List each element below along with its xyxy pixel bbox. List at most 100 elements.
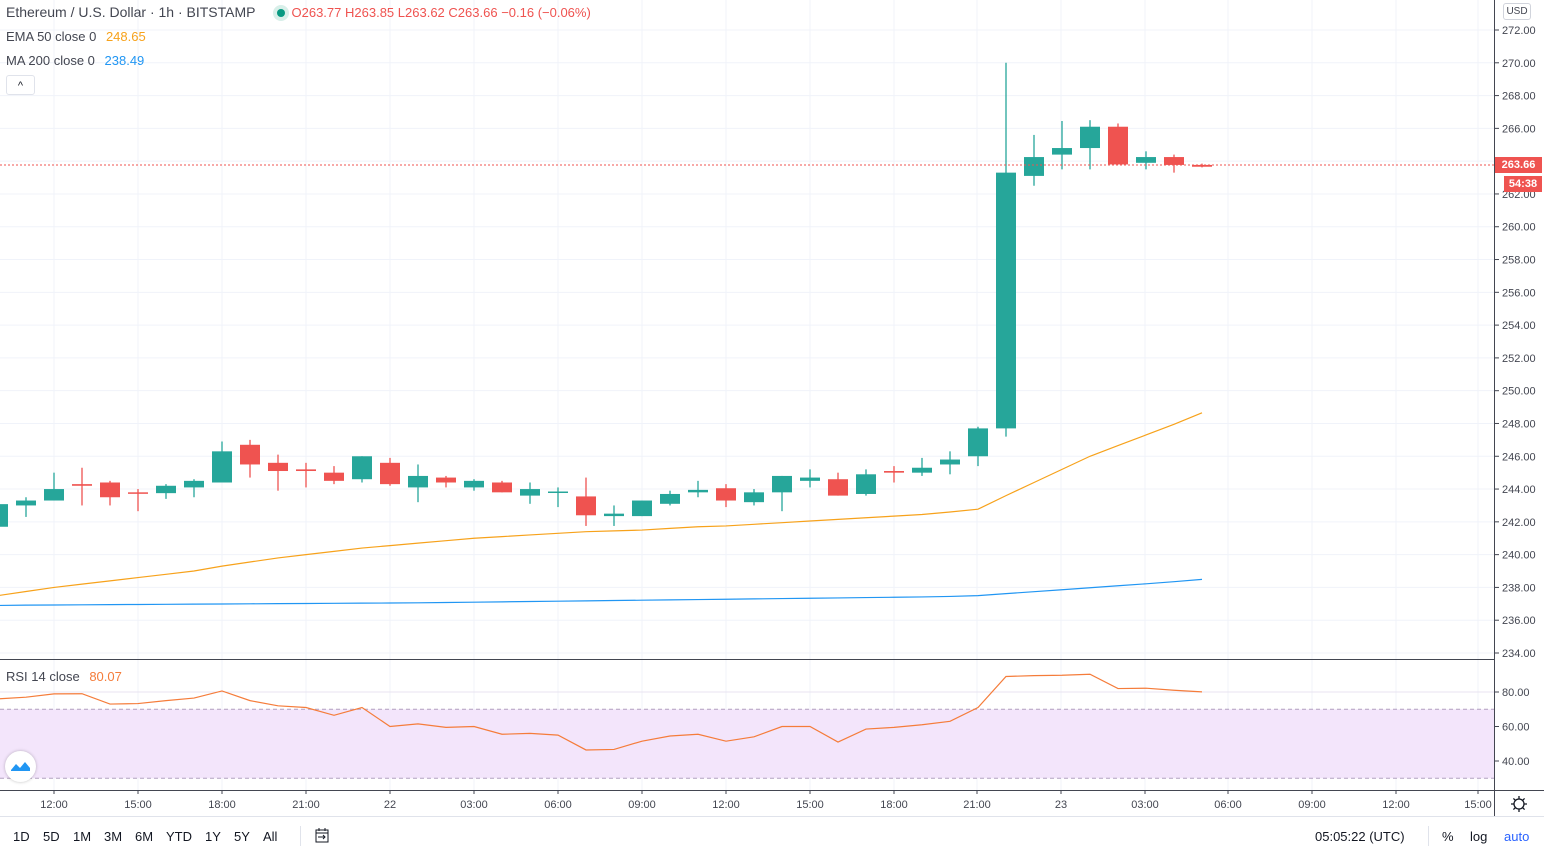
time-tick-label: 21:00 [292,799,320,811]
range-3m[interactable]: 3M [104,829,123,844]
candle-body [16,500,36,506]
time-tick-label: 21:00 [963,799,991,811]
candle [240,439,260,478]
rsi-label: RSI 14 close [6,669,80,684]
price-tick-label: 240.00 [1502,550,1536,562]
go-to-date-calendar-icon[interactable] [314,827,330,843]
range-1d[interactable]: 1D [13,829,30,844]
time-tick-label: 23 [1055,799,1067,811]
time-tick-label: 12:00 [40,799,68,811]
collapse-legend-button[interactable]: ^ [6,75,35,95]
price-tick-label: 270.00 [1502,58,1536,70]
clock-timezone[interactable]: 05:05:22 (UTC) [1315,829,1405,844]
candle-body [604,513,624,517]
currency-button[interactable]: USD [1503,3,1531,20]
candle [660,490,680,506]
price-axis[interactable]: 234.00 236.00 238.00 240.00 242.00 244.00 246.… [1494,25,1536,768]
candle-body [856,474,876,494]
price-tick-label: 242.00 [1502,517,1536,529]
candle [576,477,596,526]
bottom-toolbar: 1D 5D 1M 3M 6M YTD 1Y 5Y All 05:05:22 (U… [0,816,1544,853]
candle-body [296,469,316,472]
candle [156,484,176,499]
rsi-value: 80.07 [89,669,122,684]
candle [1080,120,1100,170]
candle [184,479,204,498]
candle [1164,154,1184,173]
candle [1052,120,1072,170]
rsi-legend[interactable]: RSI 14 close 80.07 [6,669,128,684]
percent-scale-toggle[interactable]: % [1442,829,1454,844]
close-label: C [448,5,458,20]
range-1m[interactable]: 1M [73,829,92,844]
range-5y[interactable]: 5Y [234,829,250,844]
range-ytd[interactable]: YTD [166,829,192,844]
candle-body [772,475,792,493]
range-all[interactable]: All [263,829,278,844]
rsi-line [0,673,1203,751]
candle [632,500,652,517]
candle [912,457,932,476]
candle [1024,134,1044,186]
chart-canvas[interactable]: 234.00 236.00 238.00 240.00 242.00 244.00 246.… [0,0,1544,816]
candle-body [660,493,680,504]
price-tick-label: 250.00 [1502,386,1536,398]
last-price-label: 263.66 [1495,157,1542,173]
candle [352,456,372,483]
price-tick-label: 246.00 [1502,451,1536,463]
candle-body [632,500,652,517]
auto-scale-toggle[interactable]: auto [1504,829,1530,844]
settings-gear-icon[interactable] [1511,796,1527,812]
candle [72,467,92,506]
candle [492,480,512,493]
candle [408,464,428,503]
candle [100,480,120,506]
candle [1108,123,1128,165]
bar-countdown-label: 54:38 [1504,176,1542,192]
candle-body [576,496,596,516]
candle-body [828,479,848,496]
candle [0,504,8,527]
open-label: O [291,5,302,20]
candle [212,441,232,483]
ma-200-line [0,578,1203,607]
time-tick-label: 09:00 [628,799,656,811]
candle-body [1136,157,1156,163]
candle [296,462,316,488]
candle [996,62,1016,437]
candle [828,472,848,496]
candle [324,466,344,485]
candle [548,487,568,508]
range-5d[interactable]: 5D [43,829,60,844]
time-tick-label: 15:00 [1464,799,1492,811]
candle [604,505,624,526]
candle [688,480,708,498]
ma-legend[interactable]: MA 200 close 0 238.49 [6,53,150,68]
time-tick-label: 15:00 [124,799,152,811]
time-tick-label: 12:00 [1382,799,1410,811]
time-tick-label: 03:00 [1131,799,1159,811]
high-label: H [345,5,355,20]
candle-body [940,459,960,465]
time-tick-label: 15:00 [796,799,824,811]
time-tick-label: 09:00 [1298,799,1326,811]
candle-body [996,172,1016,429]
ema-legend[interactable]: EMA 50 close 0 248.65 [6,29,152,44]
price-tick-label: 268.00 [1502,91,1536,103]
open-value: 263.77 [301,5,342,20]
candle [800,469,820,488]
range-6m[interactable]: 6M [135,829,154,844]
tradingview-logo[interactable] [5,751,36,782]
log-scale-toggle[interactable]: log [1470,829,1488,844]
price-tick-label: 236.00 [1502,615,1536,627]
candle-body [464,480,484,488]
candle [884,466,904,483]
candle [16,497,36,517]
candle-body [1080,126,1100,149]
time-axis[interactable]: 12:00 15:00 18:00 21:00 22 03:00 06:00 09:00 12:… [40,790,1492,811]
symbol-title[interactable]: Ethereum / U.S. Dollar · 1h · BITSTAMP [6,4,256,20]
ohlc-values: O263.77 H263.85 L263.62 C263.66 −0.16 (−… [291,5,590,20]
time-tick-label: 06:00 [544,799,572,811]
candle [380,457,400,486]
range-1y[interactable]: 1Y [205,829,221,844]
